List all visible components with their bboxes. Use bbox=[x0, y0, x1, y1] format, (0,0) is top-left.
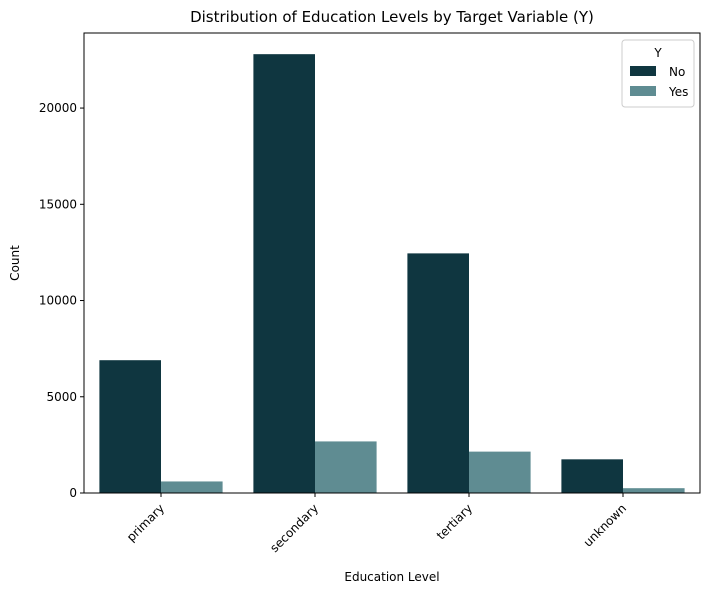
legend-label-yes: Yes bbox=[668, 85, 688, 99]
plot-frame bbox=[83, 32, 701, 494]
y-tick-label: 15000 bbox=[39, 197, 77, 211]
bar-tertiary-no bbox=[407, 253, 469, 493]
y-tick-label: 10000 bbox=[39, 294, 77, 308]
x-tick-label-unknown: unknown bbox=[581, 501, 629, 549]
y-tick-label: 0 bbox=[69, 486, 77, 500]
y-tick-label: 5000 bbox=[46, 390, 77, 404]
x-tick-label-secondary: secondary bbox=[267, 501, 321, 555]
legend-label-no: No bbox=[669, 65, 685, 79]
bar-secondary-no bbox=[253, 54, 315, 494]
legend-title: Y bbox=[653, 46, 662, 60]
bar-secondary-yes bbox=[315, 441, 377, 493]
y-axis: 0 5000 10000 15000 20000 bbox=[39, 101, 84, 500]
legend-swatch-no bbox=[630, 66, 656, 76]
bar-primary-yes bbox=[161, 481, 223, 493]
bar-unknown-yes bbox=[623, 488, 685, 493]
y-tick-label: 20000 bbox=[39, 101, 77, 115]
bar-unknown-no bbox=[561, 459, 623, 493]
x-tick-label-primary: primary bbox=[124, 501, 167, 544]
legend-swatch-yes bbox=[630, 86, 656, 96]
x-axis-label: Education Level bbox=[344, 570, 439, 584]
bar-primary-no bbox=[99, 360, 161, 493]
bar-tertiary-yes bbox=[469, 451, 531, 493]
x-axis: primary secondary tertiary unknown bbox=[124, 493, 629, 555]
legend: Y No Yes bbox=[621, 39, 695, 108]
chart-title: Distribution of Education Levels by Targ… bbox=[190, 8, 594, 26]
y-axis-label: Count bbox=[8, 245, 22, 281]
x-tick-label-tertiary: tertiary bbox=[434, 501, 475, 542]
bars bbox=[99, 54, 685, 494]
